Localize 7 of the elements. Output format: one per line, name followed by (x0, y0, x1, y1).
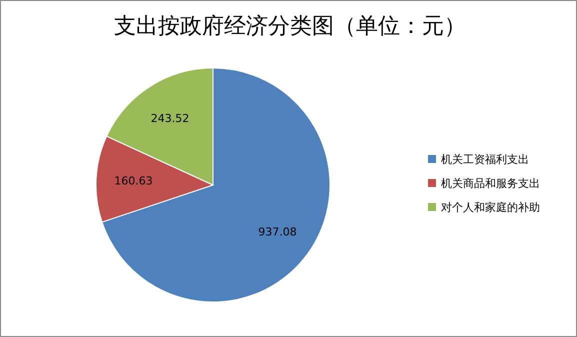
data-label: 243.52 (150, 112, 190, 126)
legend-label: 机关商品和服务支出 (441, 177, 540, 190)
legend-label: 对个人和家庭的补助 (441, 201, 540, 214)
data-label: 937.08 (258, 225, 297, 238)
data-label: 160.63 (114, 174, 153, 188)
chart-title: 支出按政府经济分类图（单位：元） (114, 13, 466, 38)
legend-label: 机关工资福利支出 (441, 153, 529, 166)
